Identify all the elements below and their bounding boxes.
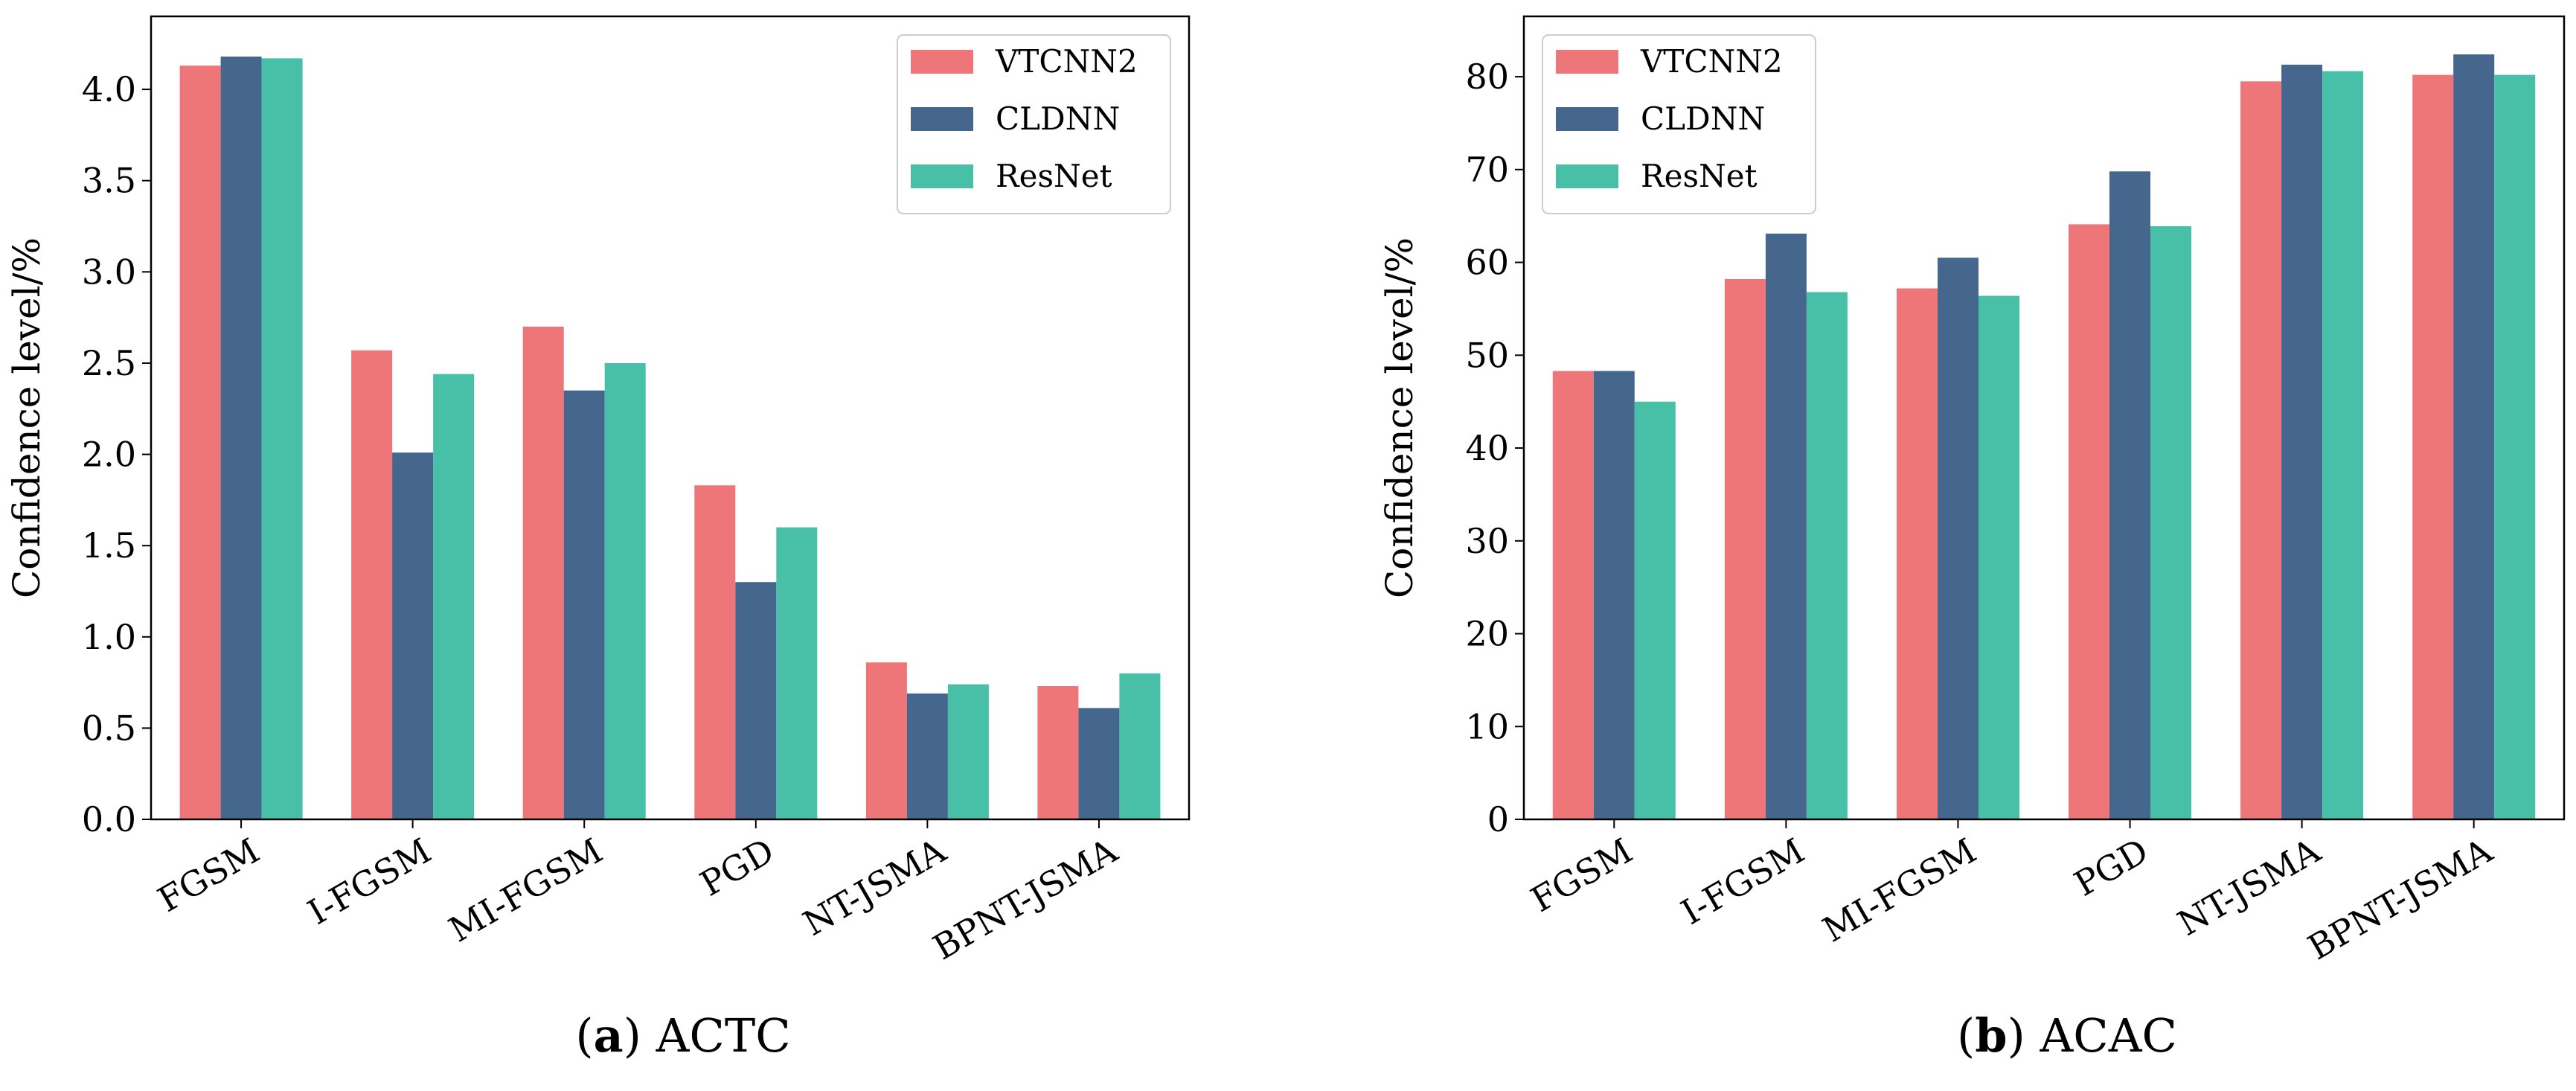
y-tick-label: 2.5	[82, 343, 136, 383]
bar-a-vtcnn2-fgsm	[179, 65, 221, 819]
x-tick-label: PGD	[2067, 831, 2155, 904]
caption-a: (a) ACTC	[575, 1008, 791, 1063]
bar-b-cldnn-bpnt-jsma	[2453, 54, 2495, 820]
x-tick-label: I-FGSM	[1674, 831, 1811, 932]
legend-label: VTCNN2	[995, 43, 1138, 80]
bar-a-cldnn-mi-fgsm	[563, 390, 605, 819]
y-tick-label: 3.5	[82, 161, 136, 201]
bar-a-resnet-bpnt-jsma	[1119, 673, 1161, 819]
bar-b-cldnn-fgsm	[1593, 371, 1635, 819]
y-tick-label: 50	[1465, 335, 1509, 375]
legend-label: ResNet	[1641, 158, 1758, 194]
y-tick-label: 0.5	[82, 708, 136, 748]
x-tick-label: I-FGSM	[301, 831, 438, 932]
y-tick-label: 3.0	[82, 252, 136, 292]
y-tick-label: 40	[1465, 428, 1509, 468]
legend-swatch	[1556, 164, 1618, 188]
legend-swatch	[911, 107, 973, 131]
x-tick-label: PGD	[693, 831, 781, 904]
bar-b-vtcnn2-bpnt-jsma	[2412, 74, 2454, 820]
bar-a-vtcnn2-nt-jsma	[865, 662, 907, 819]
y-tick-label: 0.0	[82, 799, 136, 839]
bar-b-resnet-mi-fgsm	[1979, 295, 2019, 819]
legend-label: CLDNN	[1641, 100, 1765, 137]
y-tick-label: 4.0	[82, 69, 136, 109]
bar-b-vtcnn2-nt-jsma	[2240, 81, 2282, 820]
bar-b-resnet-pgd	[2150, 225, 2191, 819]
legend-label: ResNet	[996, 158, 1112, 194]
y-tick-label: 10	[1465, 706, 1509, 746]
bar-a-resnet-pgd	[776, 527, 818, 819]
bar-b-resnet-bpnt-jsma	[2494, 74, 2536, 820]
y-tick-label: 1.0	[82, 617, 136, 657]
caption-b: (b) ACAC	[1957, 1008, 2177, 1063]
bar-a-resnet-mi-fgsm	[604, 362, 646, 819]
y-tick-label: 0	[1487, 799, 1509, 839]
bar-b-cldnn-i-fgsm	[1765, 233, 1807, 819]
bar-a-cldnn-nt-jsma	[906, 693, 948, 819]
bar-a-vtcnn2-pgd	[694, 485, 736, 819]
bar-a-resnet-nt-jsma	[947, 684, 989, 819]
x-tick-label: NT-JSMA	[796, 830, 952, 944]
bar-b-vtcnn2-pgd	[2069, 224, 2109, 819]
x-tick-label: FGSM	[1524, 831, 1639, 920]
y-axis-title: Confidence level/%	[1378, 237, 1421, 598]
y-axis-title: Confidence level/%	[5, 237, 48, 598]
y-tick-label: 1.5	[82, 525, 136, 566]
x-tick-label: BPNT-JSMA	[2301, 830, 2499, 967]
legend-swatch	[911, 50, 973, 74]
bar-b-cldnn-pgd	[2109, 171, 2150, 820]
legend-label: CLDNN	[996, 100, 1120, 137]
legend-swatch	[911, 164, 973, 188]
y-tick-label: 30	[1465, 521, 1509, 561]
y-tick-label: 80	[1465, 57, 1509, 97]
bar-a-cldnn-fgsm	[220, 57, 262, 819]
bar-a-vtcnn2-bpnt-jsma	[1037, 686, 1079, 819]
x-tick-label: MI-FGSM	[442, 831, 609, 950]
bar-b-vtcnn2-i-fgsm	[1724, 279, 1766, 819]
plot-frame	[150, 15, 1191, 821]
bar-b-vtcnn2-mi-fgsm	[1897, 288, 1938, 819]
bar-a-cldnn-pgd	[735, 582, 777, 819]
x-tick-label: BPNT-JSMA	[926, 830, 1124, 967]
y-tick-label: 20	[1465, 614, 1509, 654]
legend-swatch	[1556, 107, 1618, 131]
bar-b-cldnn-nt-jsma	[2281, 64, 2323, 819]
bar-b-resnet-i-fgsm	[1806, 292, 1848, 819]
legend-swatch	[1556, 50, 1618, 74]
plot-frame	[1522, 15, 2566, 821]
legend-label: VTCNN2	[1640, 43, 1783, 80]
y-tick-label: 2.0	[82, 435, 136, 475]
bar-a-cldnn-i-fgsm	[392, 452, 434, 819]
x-tick-label: NT-JSMA	[2171, 830, 2327, 944]
x-tick-label: MI-FGSM	[1816, 831, 1983, 950]
x-tick-label: FGSM	[151, 831, 266, 920]
y-tick-label: 60	[1465, 243, 1509, 283]
bar-b-cldnn-mi-fgsm	[1938, 257, 1979, 819]
bar-b-resnet-nt-jsma	[2322, 71, 2364, 820]
bar-a-resnet-i-fgsm	[433, 374, 475, 820]
bar-a-resnet-fgsm	[261, 58, 303, 819]
bar-a-cldnn-bpnt-jsma	[1078, 708, 1120, 819]
y-tick-label: 70	[1465, 150, 1509, 190]
bar-b-vtcnn2-fgsm	[1552, 371, 1594, 819]
bar-b-resnet-fgsm	[1634, 401, 1676, 819]
bar-a-vtcnn2-i-fgsm	[351, 350, 393, 819]
bar-a-vtcnn2-mi-fgsm	[522, 326, 564, 819]
